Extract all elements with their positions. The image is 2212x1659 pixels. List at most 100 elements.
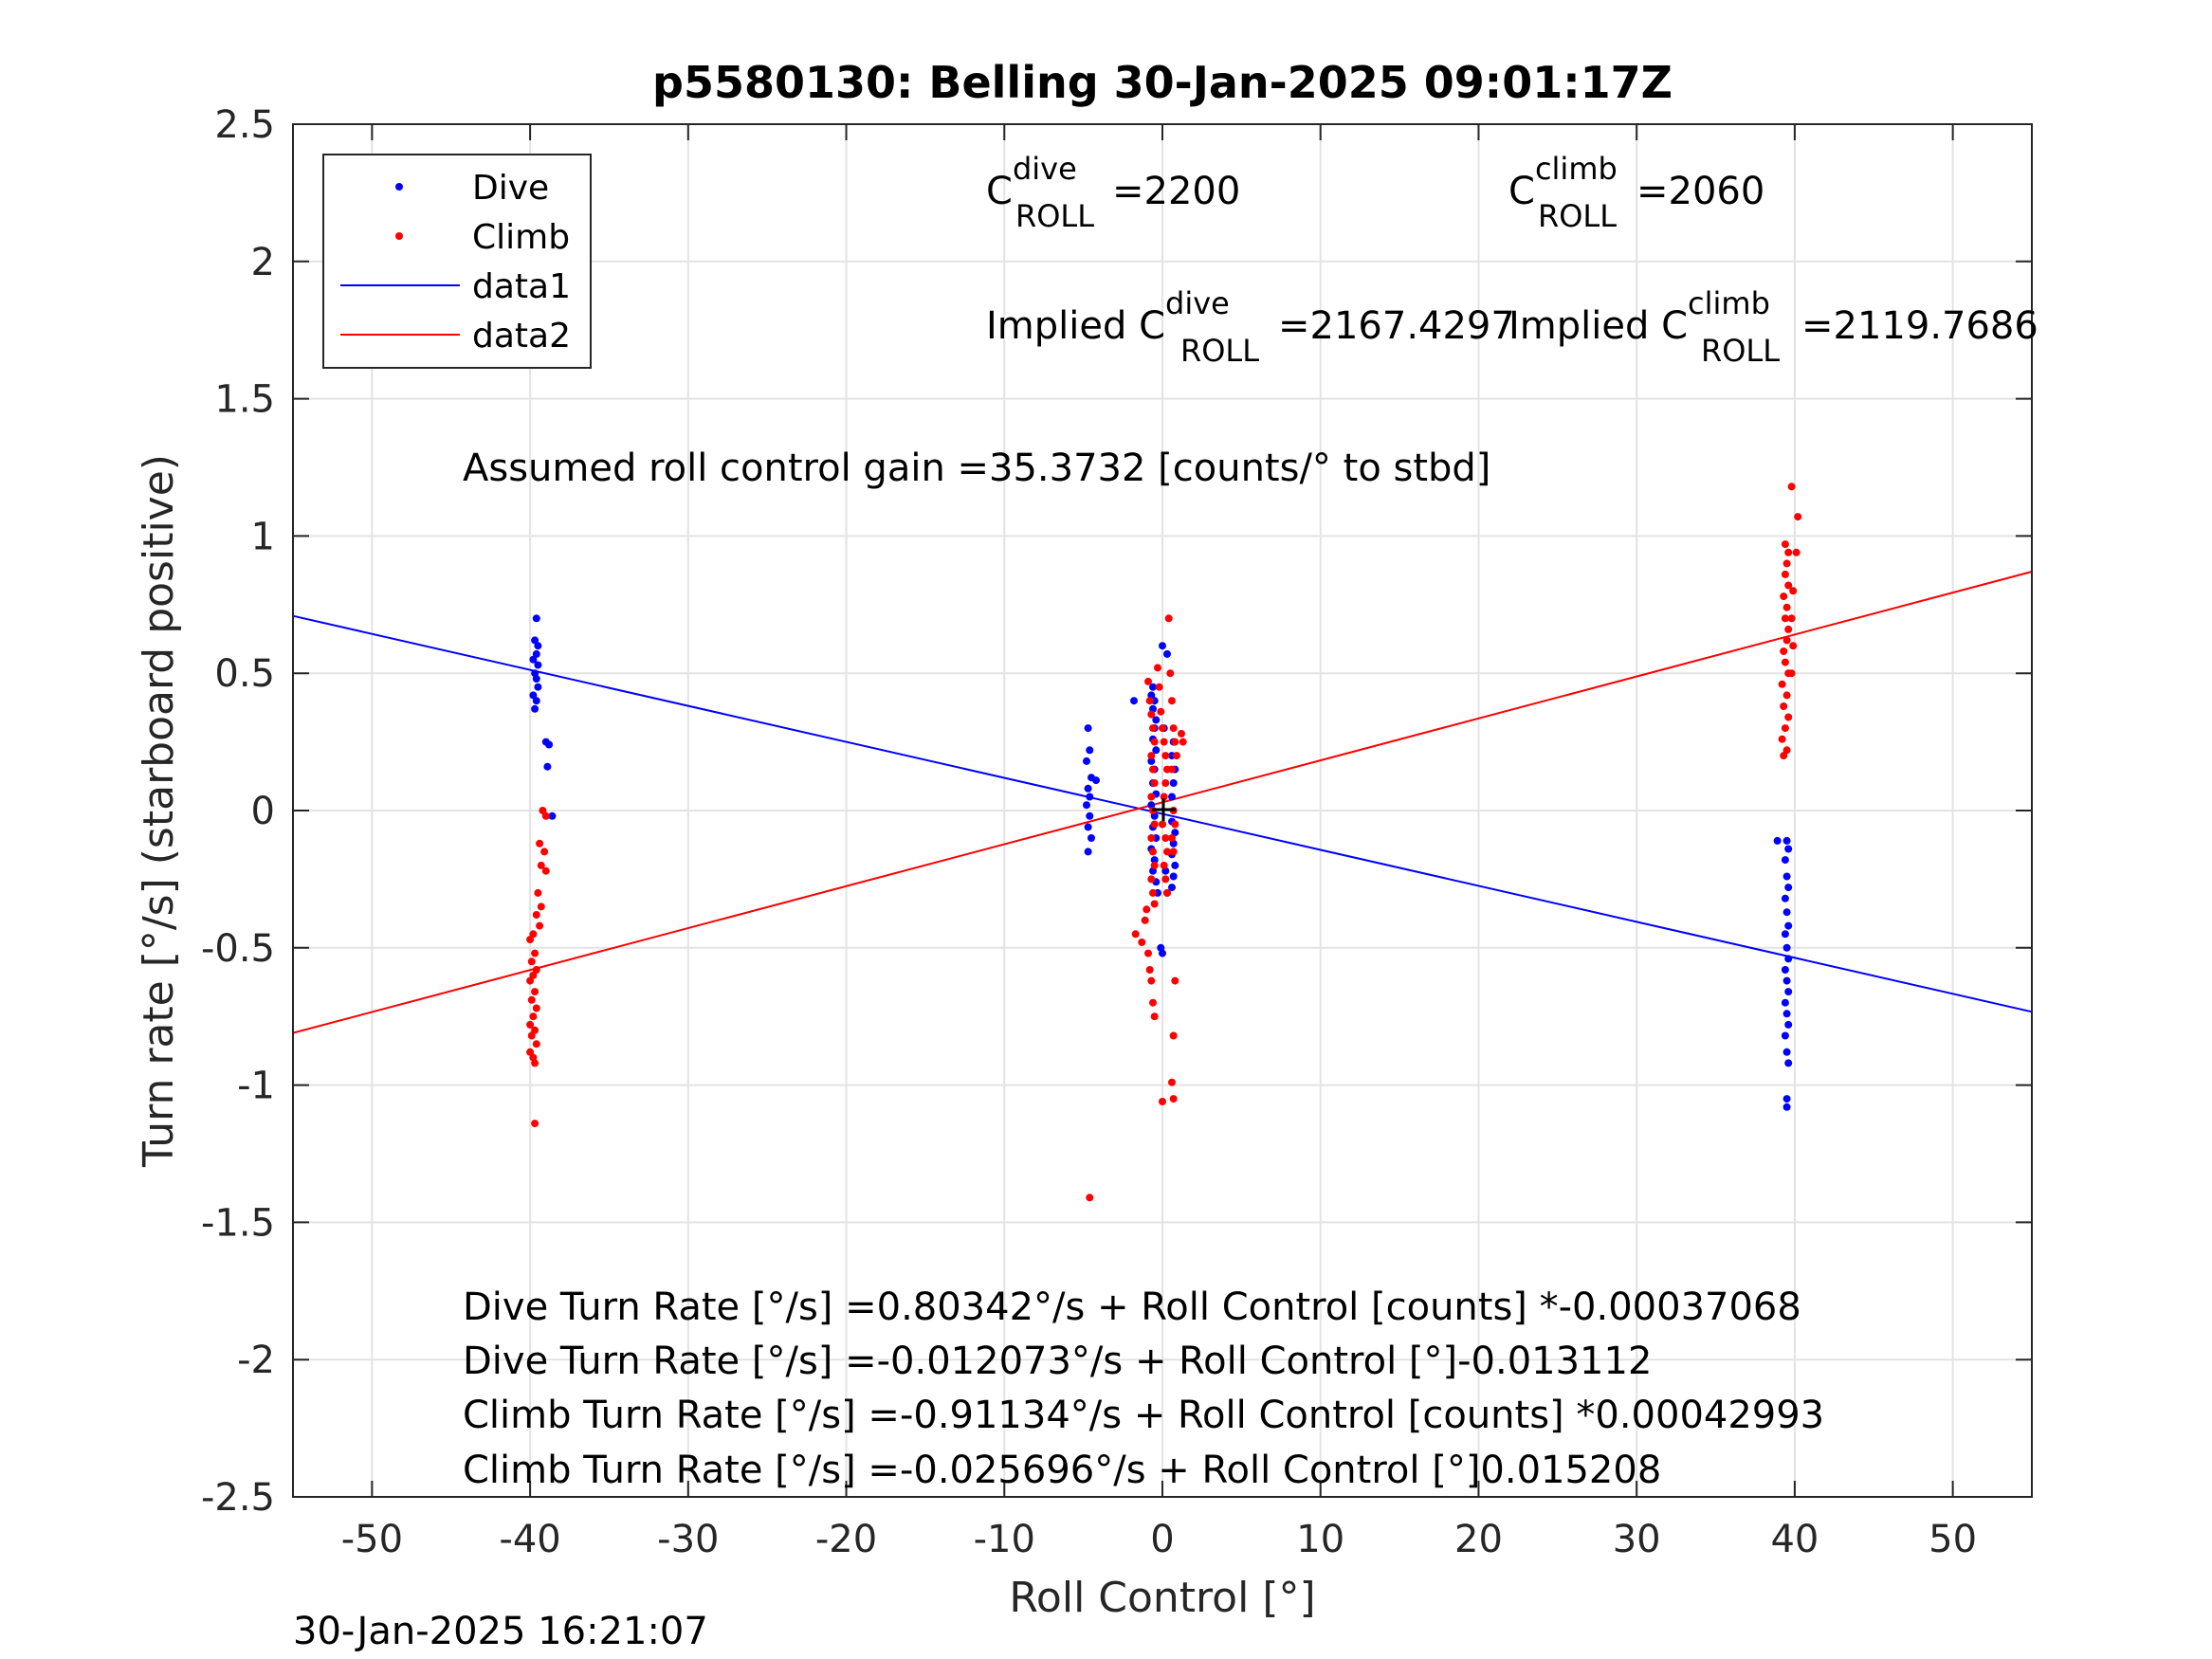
climb-point <box>1784 625 1793 633</box>
legend-box <box>322 154 592 369</box>
climb-point <box>1147 752 1156 760</box>
climb-point <box>536 839 544 848</box>
dive-point <box>1784 1059 1793 1067</box>
x-tick-label: -30 <box>657 1518 719 1561</box>
climb-point <box>1782 559 1791 568</box>
climb-point <box>1169 1095 1178 1103</box>
climb-point <box>1157 707 1165 716</box>
dive-point <box>532 675 540 683</box>
y-tick-labels: -2.5 -2 -1.5 -1 -0.5 0 0.5 1 1.5 2 2.5 <box>201 103 275 1520</box>
climb-point <box>1179 738 1187 746</box>
dive-point <box>548 811 557 820</box>
dive-point <box>1784 845 1793 853</box>
data-points <box>526 483 1802 1202</box>
climb-point <box>1789 642 1798 650</box>
climb-point <box>532 1004 540 1012</box>
dive-point <box>1130 697 1138 705</box>
dive-point <box>1150 856 1159 865</box>
origin-marker <box>1152 798 1176 821</box>
climb-point <box>532 966 540 974</box>
dive-point <box>1084 848 1092 856</box>
climb-point <box>1161 752 1170 760</box>
dive-point <box>1092 776 1100 785</box>
climb-point <box>1155 683 1163 691</box>
dive-point <box>1781 894 1789 902</box>
climb-point <box>1169 848 1178 856</box>
dive-point <box>1171 829 1179 837</box>
climb-point <box>1150 820 1159 829</box>
c-roll-climb-annotation: Cclimb ROLL=2060 <box>1508 151 1764 234</box>
climb-point <box>1782 746 1791 755</box>
dive-point <box>1782 1048 1791 1056</box>
climb-point <box>541 866 550 875</box>
dive-point <box>1781 966 1789 974</box>
climb-point <box>537 902 545 911</box>
climb-point <box>1149 848 1157 856</box>
dive-point <box>1171 861 1179 869</box>
x-tick-label: 10 <box>1296 1518 1344 1561</box>
dive-point <box>1781 856 1789 865</box>
climb-point <box>539 807 547 814</box>
dive-point <box>1784 1020 1793 1029</box>
y-tick-label: -2.5 <box>201 1476 275 1520</box>
climb-point <box>1141 916 1149 924</box>
climb-point <box>1782 691 1791 700</box>
x-tick-label: 40 <box>1770 1518 1819 1561</box>
climb-point <box>1131 930 1140 939</box>
dive-point <box>1084 784 1092 793</box>
climb-point <box>1154 664 1161 672</box>
dive-point <box>531 636 539 645</box>
climb-point <box>1787 669 1796 678</box>
climb-point <box>1168 834 1176 842</box>
dive-point <box>543 762 552 771</box>
climb-point <box>1780 647 1788 655</box>
dive-point <box>1782 1010 1791 1018</box>
dive-point <box>1773 836 1782 845</box>
x-tick-label: -50 <box>341 1518 403 1561</box>
climb-point <box>1171 738 1179 746</box>
y-tick-label: 2.5 <box>214 103 275 147</box>
climb-point <box>1171 976 1179 985</box>
legend: Dive Climb data1 data2 <box>322 154 592 369</box>
climb-point <box>1782 636 1791 645</box>
climb-point <box>1794 513 1802 521</box>
dive-point <box>1168 884 1176 892</box>
climb-point <box>1149 724 1157 733</box>
climb-point <box>537 861 545 869</box>
climb-point <box>1169 724 1178 733</box>
climb-point <box>1780 592 1788 601</box>
dive-point <box>531 704 539 713</box>
legend-label-dive: Dive <box>472 169 549 208</box>
climb-point <box>1782 603 1791 611</box>
y-tick-label: -1.5 <box>201 1201 275 1245</box>
climb-point <box>1149 998 1157 1007</box>
climb-point <box>1168 697 1176 705</box>
x-tick-label: 50 <box>1929 1518 1977 1561</box>
climb-point <box>1138 939 1146 946</box>
y-tick-label: -2 <box>237 1339 275 1382</box>
climb-point <box>1147 793 1156 801</box>
climb-point <box>526 1020 535 1029</box>
dive-counts-equation: Dive Turn Rate [°/s] =0.80342°/s + Roll … <box>463 1285 1801 1329</box>
climb-point <box>1160 861 1168 869</box>
climb-point <box>1778 680 1786 688</box>
x-tick-label: -10 <box>974 1518 1035 1561</box>
climb-point <box>1164 614 1173 623</box>
climb-point <box>1163 888 1171 897</box>
climb-point <box>1159 1098 1166 1105</box>
dive-point <box>532 614 540 623</box>
dive-point <box>534 683 542 691</box>
dive-point <box>529 655 538 664</box>
y-tick-label: 1.5 <box>214 378 275 422</box>
dive-point <box>532 649 540 658</box>
dive-point <box>1086 793 1094 801</box>
climb-point <box>1787 483 1796 491</box>
climb-point <box>1147 875 1156 884</box>
climb-point <box>526 976 535 985</box>
dive-point <box>1781 1031 1789 1040</box>
climb-point <box>1086 1194 1094 1202</box>
climb-point <box>1150 861 1159 869</box>
climb-point <box>529 930 538 939</box>
climb-point <box>1778 735 1786 743</box>
dive-point <box>1782 1095 1791 1103</box>
